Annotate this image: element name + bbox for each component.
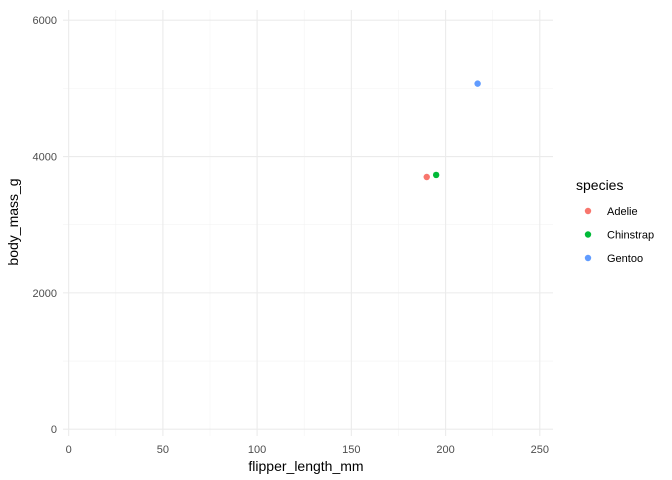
y-tick-label: 2000 [33,288,57,300]
x-axis-ticks: 0 50 100 150 200 250 [66,444,549,456]
data-point-chinstrap [432,171,440,179]
x-axis-title: flipper_length_mm [248,458,363,474]
plot-panel [63,10,553,436]
data-points [423,80,481,181]
x-tick-label: 150 [342,444,360,456]
legend-key-gentoo [584,254,592,262]
legend-label-adelie: Adelie [607,206,638,218]
data-point-adelie [423,173,430,181]
x-tick-label: 100 [248,444,266,456]
legend-title: species [576,177,623,193]
legend-label-chinstrap: Chinstrap [607,230,654,242]
y-axis-title: body_mass_g [5,178,21,265]
y-tick-label: 6000 [33,15,57,27]
legend-label-gentoo: Gentoo [607,253,643,265]
x-tick-label: 0 [66,444,72,456]
x-tick-label: 200 [436,444,454,456]
y-tick-label: 4000 [33,152,57,164]
legend-items: Adelie Chinstrap Gentoo [584,206,654,265]
legend-key-chinstrap [584,231,592,238]
x-tick-label: 250 [531,444,549,456]
legend: species Adelie Chinstrap Gentoo [576,177,654,265]
x-tick-label: 50 [157,444,169,456]
y-tick-label: 0 [51,424,57,436]
legend-key-adelie [584,207,592,215]
data-point-gentoo [474,80,481,87]
y-axis-ticks: 0 2000 4000 6000 [33,15,57,436]
major-gridlines [63,10,553,436]
minor-gridlines [63,10,553,436]
